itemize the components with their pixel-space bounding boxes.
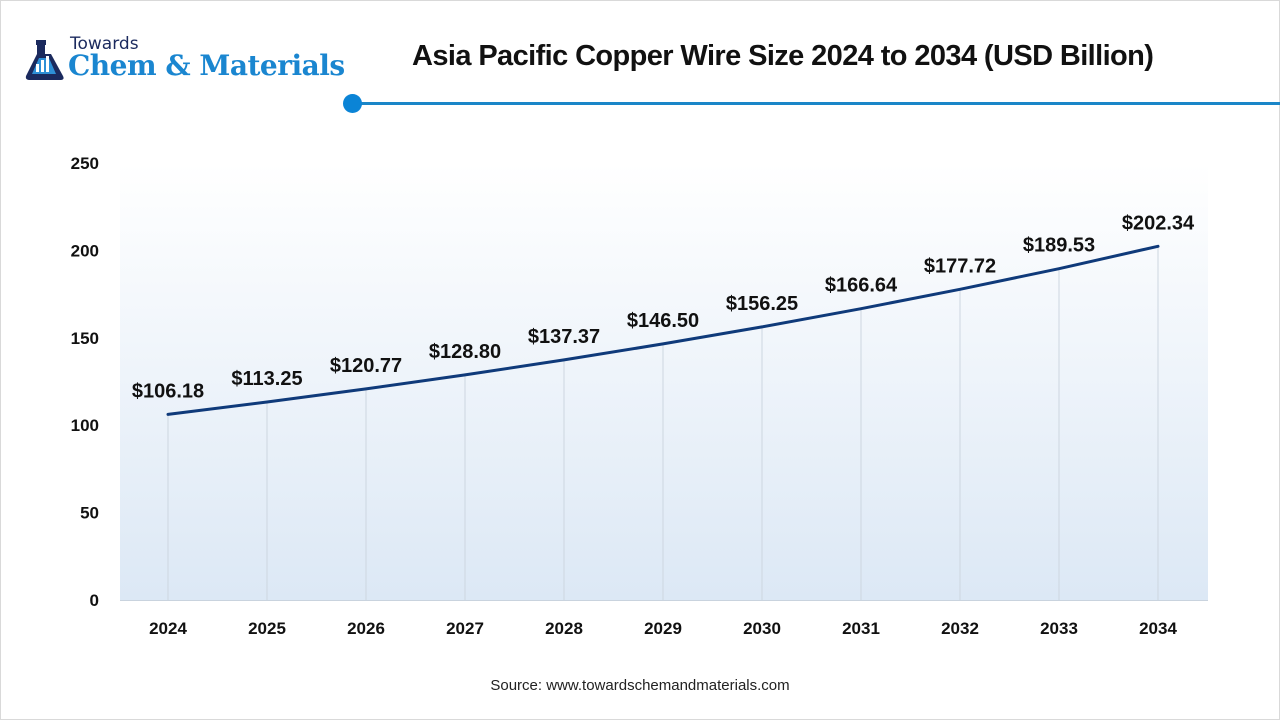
chart-title: Asia Pacific Copper Wire Size 2024 to 20… xyxy=(412,40,1154,72)
data-label: $120.77 xyxy=(330,355,402,377)
brand-logo: Towards Chem & Materials xyxy=(22,34,345,90)
title-accent-dot xyxy=(343,94,362,113)
x-tick-label: 2031 xyxy=(842,619,880,638)
flask-chart-icon xyxy=(25,40,64,80)
data-label: $177.72 xyxy=(924,255,996,277)
x-tick-label: 2028 xyxy=(545,619,583,638)
x-tick-label: 2030 xyxy=(743,619,781,638)
x-tick-label: 2025 xyxy=(248,619,286,638)
title-underline xyxy=(352,102,1280,105)
data-labels: $106.18 $113.25 $120.77 $128.80 $137.37 $146.… xyxy=(132,212,1195,402)
x-tick-label: 2029 xyxy=(644,619,682,638)
y-axis-ticks: 0 50 100 150 200 250 xyxy=(71,154,99,610)
data-label: $146.50 xyxy=(627,310,699,332)
y-tick-label: 200 xyxy=(71,241,99,260)
y-tick-label: 150 xyxy=(71,329,99,348)
data-label: $156.25 xyxy=(726,293,798,315)
series-line xyxy=(166,244,1160,416)
data-label: $202.34 xyxy=(1122,212,1195,234)
logo-text-towards: Towards xyxy=(70,34,139,54)
data-label: $137.37 xyxy=(528,326,600,348)
data-label: $106.18 xyxy=(132,380,204,402)
data-label: $113.25 xyxy=(231,368,302,390)
vertical-gridlines xyxy=(167,246,1159,600)
data-label: $189.53 xyxy=(1023,235,1095,257)
x-tick-label: 2024 xyxy=(149,619,187,638)
x-axis-ticks: 2024 2025 2026 2027 2028 2029 2030 2031 2032 2033… xyxy=(149,619,1177,638)
x-tick-label: 2032 xyxy=(941,619,979,638)
x-tick-label: 2027 xyxy=(446,619,484,638)
y-tick-label: 50 xyxy=(80,504,99,523)
data-label: $166.64 xyxy=(825,275,898,297)
plot-area xyxy=(120,163,1208,600)
x-tick-label: 2026 xyxy=(347,619,385,638)
y-tick-label: 250 xyxy=(71,154,99,173)
logo-text-main: Chem & Materials xyxy=(68,49,345,82)
y-tick-label: 100 xyxy=(71,416,99,435)
y-tick-label: 0 xyxy=(90,591,99,610)
x-tick-label: 2034 xyxy=(1139,619,1177,638)
x-tick-label: 2033 xyxy=(1040,619,1078,638)
source-note: Source: www.towardschemandmaterials.com xyxy=(490,677,790,694)
data-label: $128.80 xyxy=(429,341,501,363)
